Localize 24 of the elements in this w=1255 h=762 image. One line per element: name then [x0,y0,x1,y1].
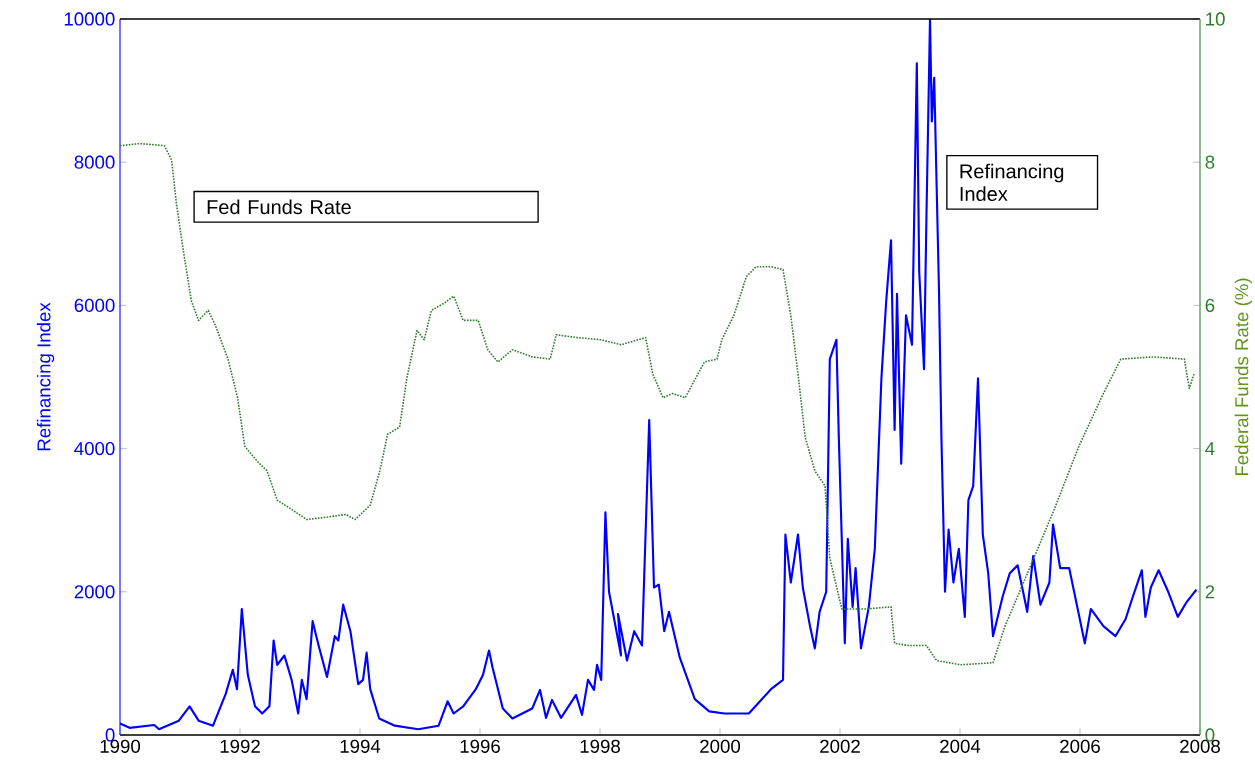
y-axis-title: Refinancing Index [36,302,55,451]
y2-tick-label: 10 [1206,12,1225,26]
x-tick-label: 2004 [940,739,981,753]
x-tick-label: 2002 [820,739,860,753]
y-tick-label: 10000 [64,12,115,26]
series-label: Fed Funds Rate [207,199,351,215]
x-tick-label: 1998 [580,739,620,753]
series-label: Refinancing Index [960,163,1064,202]
y2-tick-label: 8 [1205,155,1215,169]
x-tick-label: 1994 [340,739,381,753]
y2-axis-title: Federal Funds Rate (%) [1234,278,1253,476]
y-tick-label: 2000 [74,585,115,599]
y-tick-label: 6000 [74,298,115,312]
line-series [120,18,1198,731]
x-tick-label: 1992 [220,739,260,753]
y2-tick-label: 2 [1205,585,1215,599]
y-tick-label: 4000 [74,441,115,456]
x-tick-label: 2006 [1060,739,1100,753]
line-series [120,142,1195,666]
x-tick-label: 2000 [700,739,741,753]
y-tick-label: 8000 [74,155,115,169]
y2-tick-label: 4 [1205,442,1215,456]
x-tick-label: 1996 [460,739,500,753]
y2-tick-label: 6 [1205,298,1215,312]
